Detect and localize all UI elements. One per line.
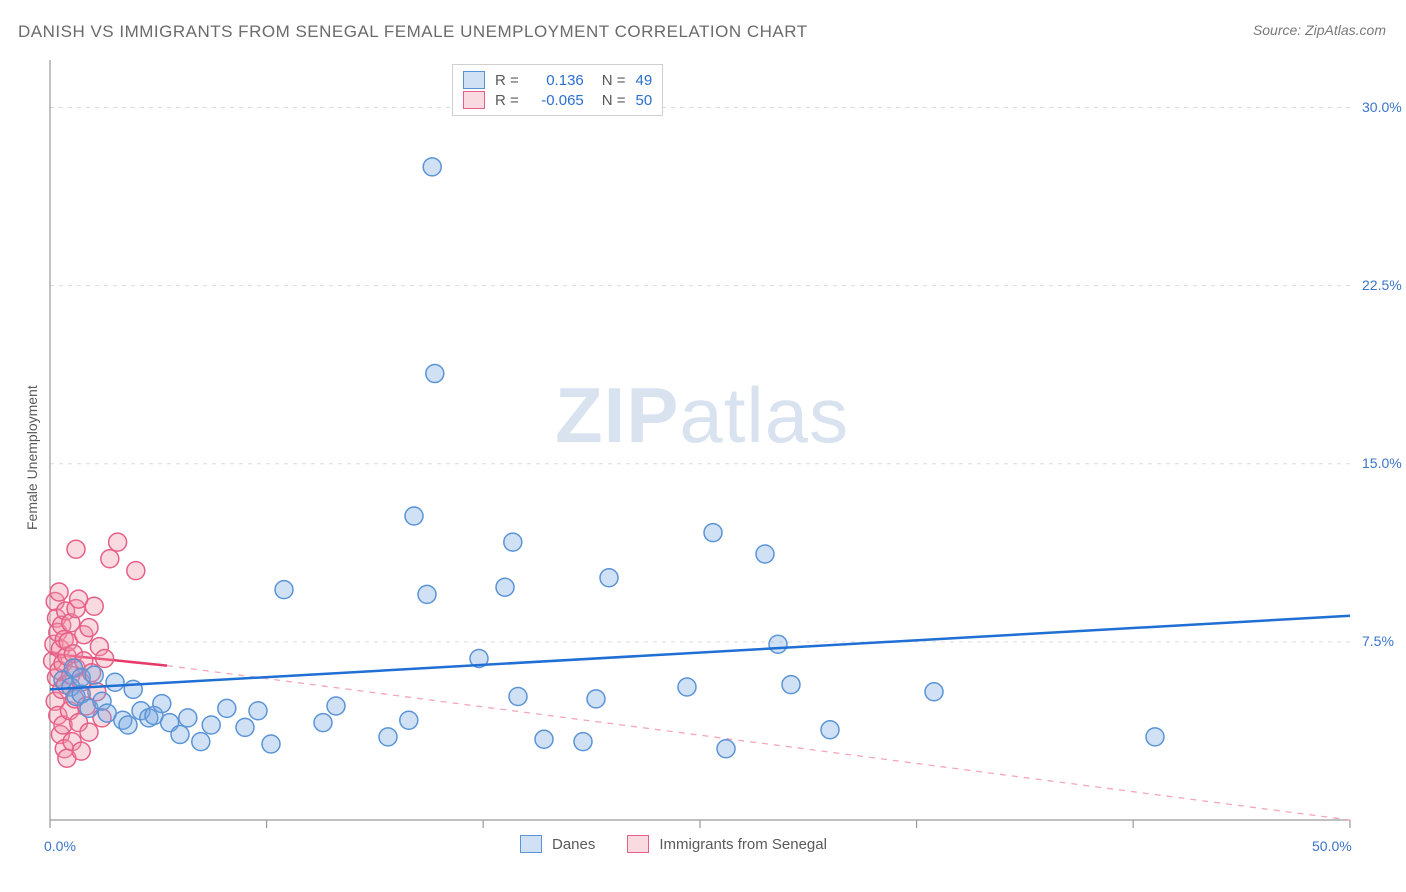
y-tick-label: 15.0% (1362, 455, 1402, 471)
legend-stat-row: R =-0.065N =50 (463, 91, 652, 109)
y-tick-label: 30.0% (1362, 99, 1402, 115)
legend-stat-row: R =0.136N =49 (463, 71, 652, 89)
series-legend: Danes Immigrants from Senegal (520, 835, 849, 853)
legend-series-label: Danes (552, 836, 595, 853)
x-tick-label: 0.0% (44, 838, 76, 854)
correlation-legend: R =0.136N =49 R =-0.065N =50 (452, 64, 663, 116)
y-tick-label: 7.5% (1362, 633, 1394, 649)
legend-swatch (463, 71, 485, 89)
legend-swatch (627, 835, 649, 853)
x-tick-label: 50.0% (1312, 838, 1352, 854)
legend-swatch (463, 91, 485, 109)
y-tick-label: 22.5% (1362, 277, 1402, 293)
legend-series-label: Immigrants from Senegal (659, 836, 827, 853)
scatter-chart (0, 0, 1406, 892)
chart-container: DANISH VS IMMIGRANTS FROM SENEGAL FEMALE… (0, 0, 1406, 892)
legend-swatch (520, 835, 542, 853)
